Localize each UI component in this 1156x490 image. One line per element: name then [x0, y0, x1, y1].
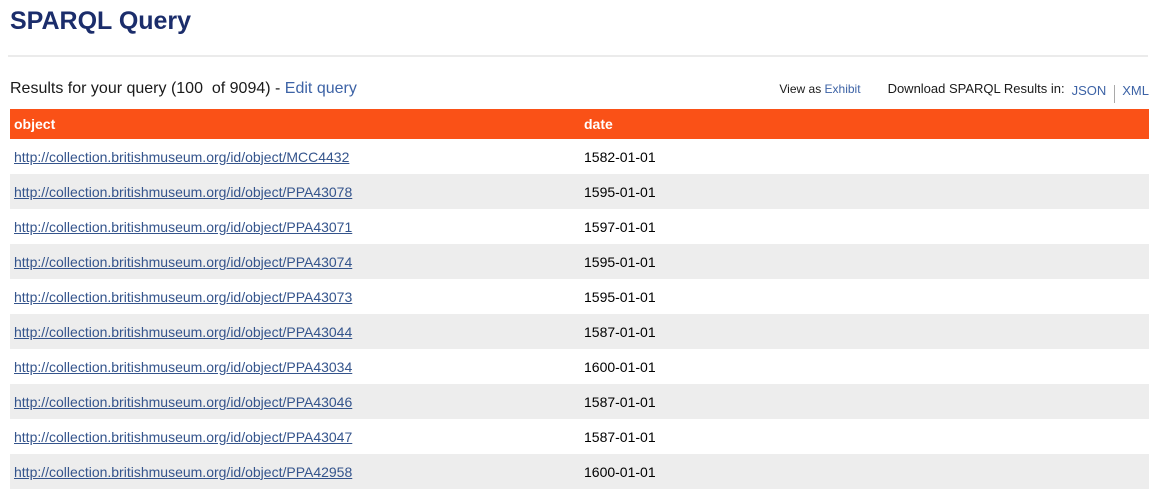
date-cell: 1595-01-01 [584, 288, 656, 305]
table-row: http://collection.britishmuseum.org/id/o… [10, 419, 1149, 454]
object-cell: http://collection.britishmuseum.org/id/o… [10, 244, 580, 279]
object-link[interactable]: http://collection.britishmuseum.org/id/o… [14, 288, 353, 305]
object-link[interactable]: http://collection.britishmuseum.org/id/o… [14, 148, 350, 165]
object-link[interactable]: http://collection.britishmuseum.org/id/o… [14, 428, 353, 445]
table-row: http://collection.britishmuseum.org/id/o… [10, 174, 1149, 209]
results-summary: Results for your query (100 of 9094) - E… [10, 80, 357, 98]
object-link[interactable]: http://collection.britishmuseum.org/id/o… [14, 323, 353, 340]
table-row: http://collection.britishmuseum.org/id/o… [10, 279, 1149, 314]
date-cell: 1600-01-01 [584, 358, 656, 375]
table-row: http://collection.britishmuseum.org/id/o… [10, 384, 1149, 419]
page-title: SPARQL Query [10, 7, 192, 35]
date-cell: 1587-01-01 [584, 428, 656, 445]
date-cell: 1582-01-01 [584, 148, 656, 165]
view-as-label: View as [779, 82, 825, 96]
table-row: http://collection.britishmuseum.org/id/o… [10, 209, 1149, 244]
sparql-results-page: SPARQL Query Results for your query (100… [0, 6, 1156, 490]
object-cell: http://collection.britishmuseum.org/id/o… [10, 279, 580, 314]
view-as-group: View as Exhibit [779, 82, 860, 96]
table-row: http://collection.britishmuseum.org/id/o… [10, 139, 1149, 174]
date-cell: 1597-01-01 [584, 218, 656, 235]
column-header-date: date [580, 109, 1149, 139]
header-row: object date [10, 109, 1149, 139]
table-row: http://collection.britishmuseum.org/id/o… [10, 314, 1149, 349]
download-xml-link[interactable]: XML [1122, 83, 1149, 98]
object-cell: http://collection.britishmuseum.org/id/o… [10, 419, 580, 454]
object-cell: http://collection.britishmuseum.org/id/o… [10, 349, 580, 384]
object-link[interactable]: http://collection.britishmuseum.org/id/o… [14, 253, 353, 270]
date-cell: 1595-01-01 [584, 253, 656, 270]
date-cell: 1587-01-01 [584, 323, 656, 340]
format-divider [1114, 85, 1116, 103]
title-divider [8, 55, 1148, 57]
table-row: http://collection.britishmuseum.org/id/o… [10, 244, 1149, 279]
results-actions: View as Exhibit Download SPARQL Results … [779, 81, 1149, 103]
object-cell: http://collection.britishmuseum.org/id/o… [10, 139, 580, 174]
date-cell: 1600-01-01 [584, 463, 656, 480]
object-cell: http://collection.britishmuseum.org/id/o… [10, 454, 580, 489]
object-cell: http://collection.britishmuseum.org/id/o… [10, 384, 580, 419]
results-table: object date http://collection.britishmus… [10, 109, 1149, 489]
object-link[interactable]: http://collection.britishmuseum.org/id/o… [14, 463, 353, 480]
column-header-object: object [10, 109, 580, 139]
date-cell: 1595-01-01 [584, 183, 656, 200]
download-results-label: Download SPARQL Results in: [887, 81, 1065, 96]
download-json-link[interactable]: JSON [1071, 83, 1107, 98]
results-bar: Results for your query (100 of 9094) - E… [10, 80, 1149, 103]
results-table-header: object date [10, 109, 1149, 139]
date-cell: 1587-01-01 [584, 393, 656, 410]
results-summary-text: Results for your query (100 of 9094) - [10, 80, 285, 97]
object-link[interactable]: http://collection.britishmuseum.org/id/o… [14, 218, 353, 235]
object-link[interactable]: http://collection.britishmuseum.org/id/o… [14, 183, 353, 200]
view-as-exhibit-link[interactable]: Exhibit [824, 82, 861, 96]
object-cell: http://collection.britishmuseum.org/id/o… [10, 209, 580, 244]
object-cell: http://collection.britishmuseum.org/id/o… [10, 314, 580, 349]
object-link[interactable]: http://collection.britishmuseum.org/id/o… [14, 358, 353, 375]
table-row: http://collection.britishmuseum.org/id/o… [10, 454, 1149, 489]
object-link[interactable]: http://collection.britishmuseum.org/id/o… [14, 393, 353, 410]
edit-query-link[interactable]: Edit query [284, 80, 357, 97]
results-table-body: http://collection.britishmuseum.org/id/o… [10, 139, 1149, 489]
object-cell: http://collection.britishmuseum.org/id/o… [10, 174, 580, 209]
table-row: http://collection.britishmuseum.org/id/o… [10, 349, 1149, 384]
